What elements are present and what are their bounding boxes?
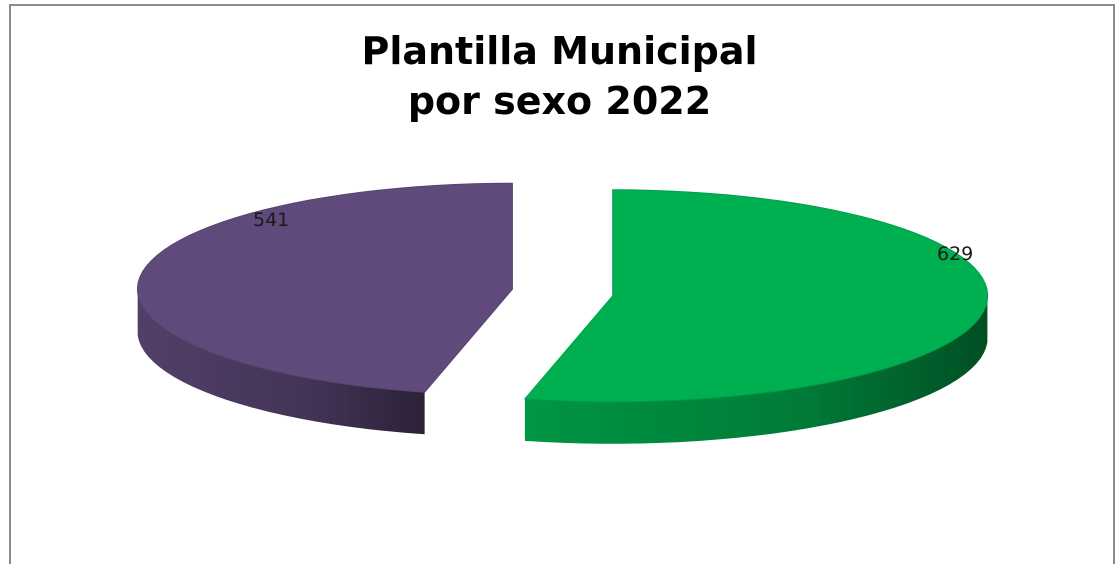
pie-slice-top-541 — [136, 182, 513, 393]
chart-title: Plantilla Municipal por sexo 2022 — [0, 26, 1119, 126]
pie-slice-629 — [523, 189, 989, 444]
data-label-541: 541 — [253, 209, 289, 231]
pie-slice-side-629 — [524, 300, 988, 444]
pie-slices — [136, 182, 989, 444]
pie-labels: 541 629 — [253, 209, 973, 265]
pie-slice-side-541 — [137, 293, 425, 435]
pie-slice-top-629 — [523, 189, 989, 403]
pie-slice-541 — [136, 182, 513, 435]
chart-title-line-2: por sexo 2022 — [407, 79, 712, 123]
data-label-629: 629 — [937, 243, 973, 265]
chart-title-line-1: Plantilla Municipal — [361, 29, 758, 73]
